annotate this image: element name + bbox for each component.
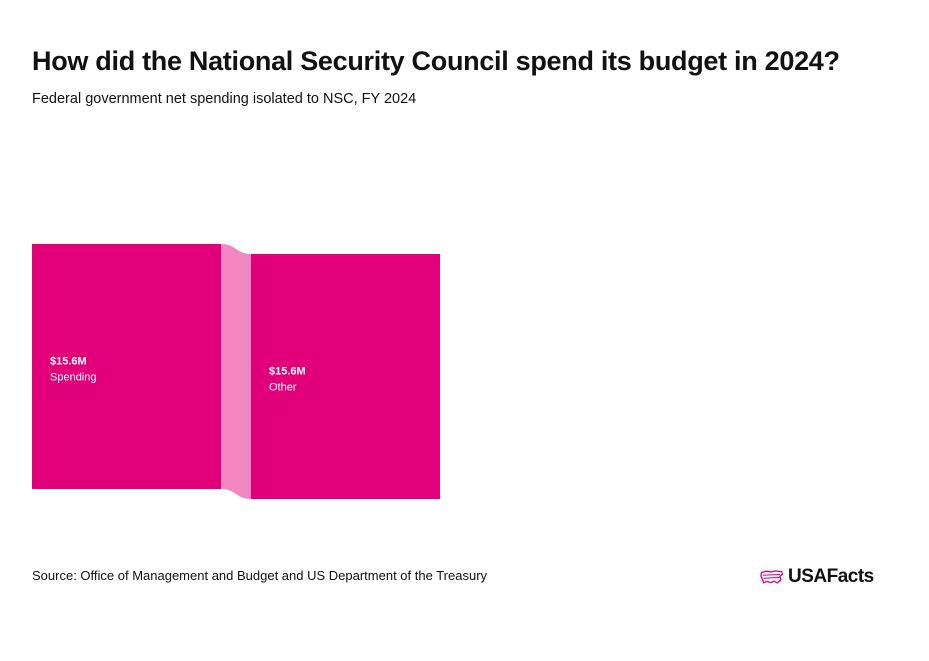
chart-title: How did the National Security Council sp… [32, 46, 840, 76]
sankey-link-spending-to-other[interactable] [221, 244, 251, 499]
usafacts-logo[interactable]: USAFacts [760, 565, 874, 589]
us-flag-map-icon [760, 570, 784, 584]
chart-subtitle: Federal government net spending isolated… [32, 91, 417, 107]
sankey-node-spending-label: Spending [50, 372, 97, 384]
sankey-node-other-value: $15.6M [269, 366, 306, 378]
sankey-node-other-label: Other [269, 382, 297, 394]
logo-text: USAFacts [788, 566, 874, 587]
sankey-node-other[interactable] [251, 254, 440, 499]
sankey-node-spending[interactable] [32, 244, 221, 489]
source-note: Source: Office of Management and Budget … [32, 568, 488, 583]
sankey-node-spending-value: $15.6M [50, 356, 87, 368]
